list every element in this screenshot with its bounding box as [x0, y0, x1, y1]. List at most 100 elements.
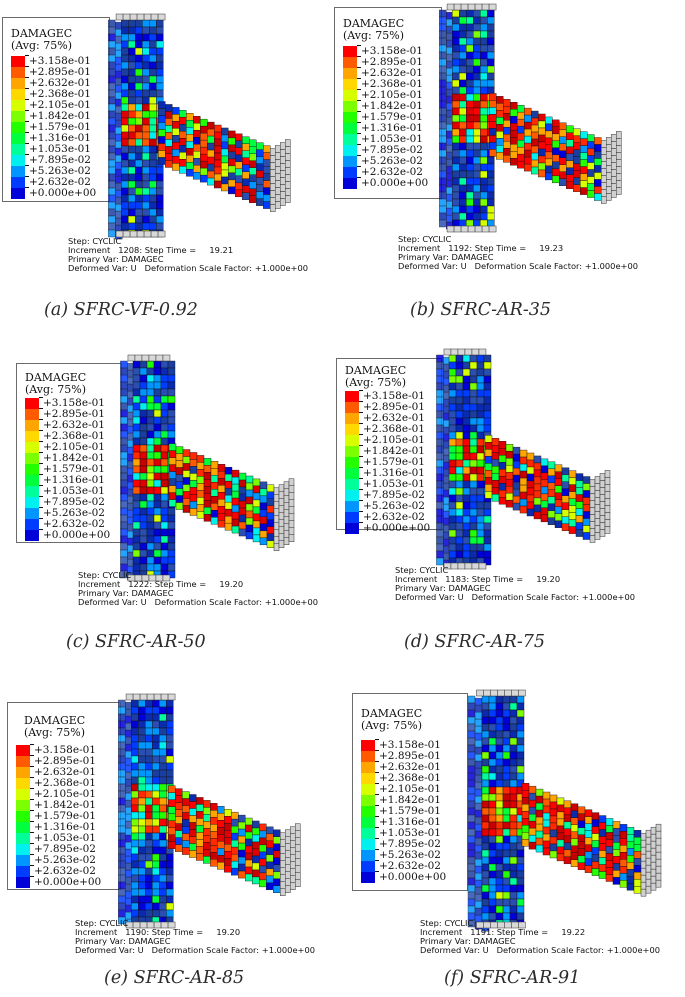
mesh-cell: [128, 215, 136, 224]
mesh-cell: [235, 133, 243, 142]
mesh-cell: [146, 395, 155, 404]
mesh-cell: [259, 837, 267, 846]
mesh-cell: [436, 473, 444, 482]
beam-end-cap: [278, 498, 285, 506]
mesh-cell: [160, 451, 169, 460]
mesh-cell: [531, 152, 539, 161]
mesh-cell: [570, 810, 579, 818]
mesh-cell: [575, 529, 584, 537]
mesh-cell: [121, 187, 129, 196]
legend-swatch: [361, 740, 375, 751]
legend-tick: [30, 755, 34, 756]
legend-swatch: [11, 100, 25, 111]
mesh-cell: [516, 709, 525, 718]
legend-tick: [39, 408, 43, 409]
mesh-cell: [568, 477, 577, 485]
beam-end-cap: [285, 146, 291, 154]
mesh-cell: [483, 501, 492, 510]
mesh-cell: [467, 842, 476, 851]
mesh-cell: [452, 23, 460, 32]
mesh-cell: [473, 58, 481, 67]
beam-end-cap: [285, 153, 291, 161]
mesh-cell: [467, 730, 476, 739]
mesh-cell: [175, 446, 184, 454]
mesh-cell: [160, 360, 169, 369]
legend-swatch: [345, 501, 359, 512]
mesh-cell: [210, 503, 219, 511]
mesh-cell: [587, 190, 595, 198]
mesh-cell: [474, 746, 483, 755]
mesh-cell: [580, 173, 588, 181]
mesh-cell: [142, 208, 150, 217]
mesh-cell: [521, 803, 530, 812]
mesh-cell: [182, 456, 191, 464]
mesh-cell: [452, 9, 460, 18]
mesh-cell: [224, 515, 233, 524]
legend-swatch: [361, 762, 375, 773]
beam-end-cap: [606, 137, 612, 145]
mesh-cell: [152, 797, 160, 806]
mesh-cell: [439, 205, 447, 214]
legend-swatch: [343, 46, 357, 57]
legend-subtitle: (Avg: 75%): [361, 719, 422, 732]
mesh-cell: [131, 713, 139, 722]
mesh-cell: [488, 814, 497, 823]
legend-value: +1.316e-01: [361, 122, 423, 134]
mesh-cell: [516, 898, 525, 907]
beam-end-cap: [601, 147, 607, 155]
mesh-cell: [469, 417, 478, 426]
mesh-cell: [462, 396, 471, 405]
mesh-cell: [439, 121, 447, 130]
mesh-cell: [159, 776, 167, 785]
legend-entry: +1.053e-01: [16, 832, 126, 844]
mesh-cell: [473, 128, 481, 137]
mesh-cell: [175, 453, 184, 461]
mesh-cell: [605, 860, 614, 868]
mesh-cell: [476, 361, 485, 370]
legend: DAMAGEC (Avg: 75%) +3.158e-01 +2.895e-01 +…: [352, 693, 468, 891]
mesh-cell: [542, 833, 551, 842]
mesh-cell: [556, 853, 565, 862]
mesh-cell: [568, 470, 577, 478]
mesh-cell: [488, 751, 497, 760]
beam-end-cap: [273, 543, 280, 551]
mesh-cell: [182, 826, 190, 834]
mesh-cell: [570, 817, 579, 825]
legend-value: +1.316e-01: [29, 132, 91, 144]
mesh-cell: [517, 132, 525, 141]
mesh-cell: [167, 374, 176, 383]
legend-entry: +1.316e-01: [16, 821, 126, 833]
mesh-cell: [172, 114, 180, 122]
mesh-cell: [242, 136, 250, 144]
mesh-cell: [469, 529, 478, 538]
mesh-cell: [466, 51, 474, 60]
mesh-cell: [153, 402, 162, 411]
mesh-cell: [273, 843, 281, 851]
beam-end-cap: [273, 487, 280, 495]
mesh-cell: [166, 741, 174, 750]
legend-value: +5.263e-02: [363, 500, 425, 512]
mesh-cell: [153, 479, 162, 488]
legend-entry: +5.263e-02: [343, 155, 453, 167]
mesh-cell: [152, 825, 160, 834]
beam-end-cap: [640, 832, 647, 841]
beam-end-cap: [295, 872, 301, 880]
mesh-cell: [474, 893, 483, 902]
beam-end-cap: [599, 501, 606, 509]
mesh-cell: [146, 486, 155, 495]
legend-tick: [25, 187, 29, 188]
mesh-cell: [203, 800, 211, 808]
mesh-cell: [172, 128, 180, 136]
column-cap-bottom: [478, 562, 487, 570]
beam-end-cap: [601, 140, 607, 148]
legend-tick: [375, 761, 379, 762]
mesh-cell: [483, 543, 492, 552]
mesh-cell: [439, 65, 447, 74]
mesh-cell: [481, 744, 490, 753]
mesh-cell: [142, 96, 150, 105]
mesh-cell: [481, 695, 490, 704]
mesh-cell: [217, 506, 226, 514]
mesh-cell: [439, 86, 447, 95]
mesh-cell: [516, 758, 525, 767]
mesh-cell: [118, 839, 126, 848]
